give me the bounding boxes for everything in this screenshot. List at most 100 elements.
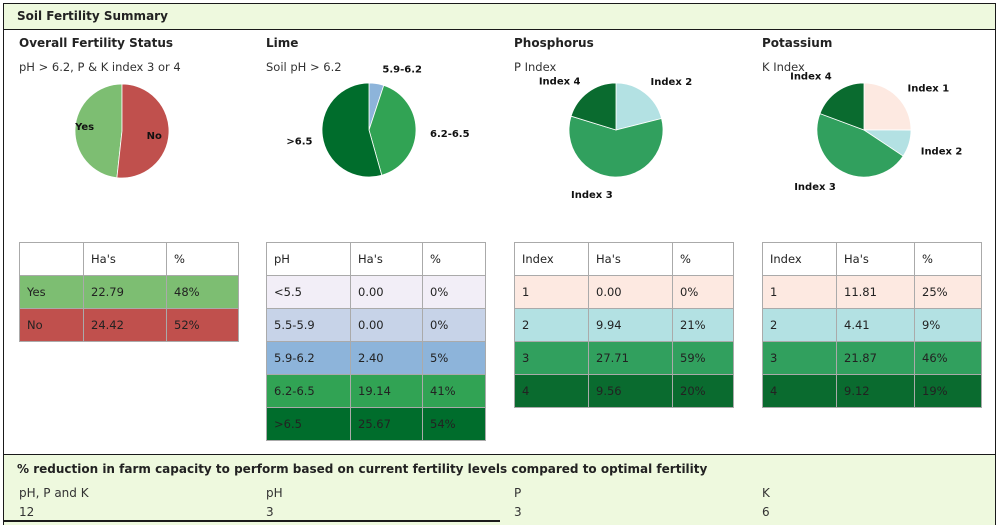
capacity-reduction-footer: % reduction in farm capacity to perform … xyxy=(4,454,995,525)
pie-slice-label: 5.9-6.2 xyxy=(382,65,422,76)
footer-label: pH, P and K xyxy=(19,486,89,500)
header-cell xyxy=(19,242,84,276)
pie-slice-label: Index 4 xyxy=(539,76,581,87)
pie-slice-label: Yes xyxy=(74,122,94,133)
table-overall: Ha's % Yes 22.79 48% No 24.42 52% xyxy=(19,242,239,342)
table-lime: pH Ha's % <5.5 0.00 0% 5.5-5.9 0.00 0% 5… xyxy=(266,242,486,441)
cell: 19.14 xyxy=(350,374,423,408)
footer-value: 6 xyxy=(762,505,770,519)
footer-label: K xyxy=(762,486,770,500)
footer-label: P xyxy=(514,486,522,500)
table-row: 2 4.41 9% xyxy=(762,308,982,342)
table-row: 1 11.81 25% xyxy=(762,275,982,309)
section-lime: Lime Soil pH > 6.2 xyxy=(266,32,506,202)
cell: >6.5 xyxy=(266,407,351,441)
pie-slice-label: Index 4 xyxy=(790,71,832,82)
table-row: No 24.42 52% xyxy=(19,308,239,342)
pie-slice-label: Index 2 xyxy=(921,146,963,157)
cell: 9.94 xyxy=(588,308,673,342)
pie-slice-label: Index 1 xyxy=(907,84,949,95)
footer-value: 3 xyxy=(266,505,274,519)
cell: 5.5-5.9 xyxy=(266,308,351,342)
cell: 9.12 xyxy=(836,374,915,408)
table-phosphorus: Index Ha's % 1 0.00 0% 2 9.94 21% 3 27.7… xyxy=(514,242,734,408)
cell: 27.71 xyxy=(588,341,673,375)
section-subtitle: K Index xyxy=(762,60,805,74)
table-row: 4 9.56 20% xyxy=(514,374,734,408)
header-cell: pH xyxy=(266,242,351,276)
section-subtitle: P Index xyxy=(514,60,557,74)
header-cell: Ha's xyxy=(350,242,423,276)
cell: 59% xyxy=(672,341,734,375)
cell: No xyxy=(19,308,84,342)
cell: 0% xyxy=(672,275,734,309)
section-title: Phosphorus xyxy=(514,36,594,50)
table-row: 2 9.94 21% xyxy=(514,308,734,342)
pie-slice xyxy=(74,83,123,179)
pie-slice-label: >6.5 xyxy=(286,136,312,147)
cell: <5.5 xyxy=(266,275,351,309)
cell: 2 xyxy=(762,308,837,342)
cell: 5.9-6.2 xyxy=(266,341,351,375)
cell: 24.42 xyxy=(83,308,167,342)
pie-slice xyxy=(863,82,912,131)
cell: 3 xyxy=(762,341,837,375)
header-cell: Index xyxy=(514,242,589,276)
cell: 22.79 xyxy=(83,275,167,309)
table-row: 4 9.12 19% xyxy=(762,374,982,408)
cell: 4 xyxy=(514,374,589,408)
cell: 41% xyxy=(422,374,486,408)
panel-header: Soil Fertility Summary xyxy=(4,4,995,30)
section-potassium: Potassium K Index xyxy=(762,32,1000,202)
cell: 0.00 xyxy=(350,308,423,342)
table-row: >6.5 25.67 54% xyxy=(266,407,486,441)
cell: 54% xyxy=(422,407,486,441)
table-header-row: pH Ha's % xyxy=(266,242,486,276)
section-overall: Overall Fertility Status pH > 6.2, P & K… xyxy=(19,32,259,202)
cell: 1 xyxy=(762,275,837,309)
bottom-divider xyxy=(0,520,1000,522)
cell: 21% xyxy=(672,308,734,342)
table-row: 6.2-6.5 19.14 41% xyxy=(266,374,486,408)
soil-fertility-panel: Soil Fertility Summary Overall Fertility… xyxy=(3,3,996,525)
pie-slice xyxy=(819,82,865,131)
cell: 2.40 xyxy=(350,341,423,375)
cell: 2 xyxy=(514,308,589,342)
header-cell: Ha's xyxy=(836,242,915,276)
table-row: 3 21.87 46% xyxy=(762,341,982,375)
footer-label: pH xyxy=(266,486,283,500)
footer-value: 12 xyxy=(19,505,35,519)
header-cell: % xyxy=(672,242,734,276)
pie-slice xyxy=(368,84,417,176)
cell: 21.87 xyxy=(836,341,915,375)
pie-slice xyxy=(568,115,664,178)
cell: 0.00 xyxy=(588,275,673,309)
header-cell: % xyxy=(914,242,982,276)
section-subtitle: Soil pH > 6.2 xyxy=(266,60,342,74)
pie-chart-overall: Yes No xyxy=(74,83,170,179)
header-cell: % xyxy=(166,242,239,276)
table-potassium: Index Ha's % 1 11.81 25% 2 4.41 9% 3 21.… xyxy=(762,242,982,408)
pie-chart-potassium: Index 1 Index 2 Index 3 Index 4 xyxy=(790,71,963,193)
table-header-row: Index Ha's % xyxy=(514,242,734,276)
pie-slice xyxy=(816,113,904,178)
pie-slice xyxy=(116,83,170,179)
cell: 46% xyxy=(914,341,982,375)
header-cell: Ha's xyxy=(588,242,673,276)
cell: 20% xyxy=(672,374,734,408)
cell: 9% xyxy=(914,308,982,342)
pie-slice-label: No xyxy=(147,131,162,142)
cell: 4.41 xyxy=(836,308,915,342)
cell: 4 xyxy=(762,374,837,408)
table-row: 5.9-6.2 2.40 5% xyxy=(266,341,486,375)
pie-slice-label: Index 3 xyxy=(794,182,836,193)
cell: 3 xyxy=(514,341,589,375)
cell: 48% xyxy=(166,275,239,309)
table-header-row: Index Ha's % xyxy=(762,242,982,276)
section-title: Lime xyxy=(266,36,299,50)
table-row: <5.5 0.00 0% xyxy=(266,275,486,309)
header-cell: Ha's xyxy=(83,242,167,276)
pie-slice xyxy=(615,82,663,131)
pie-slice xyxy=(570,82,617,131)
cell: 0% xyxy=(422,275,486,309)
